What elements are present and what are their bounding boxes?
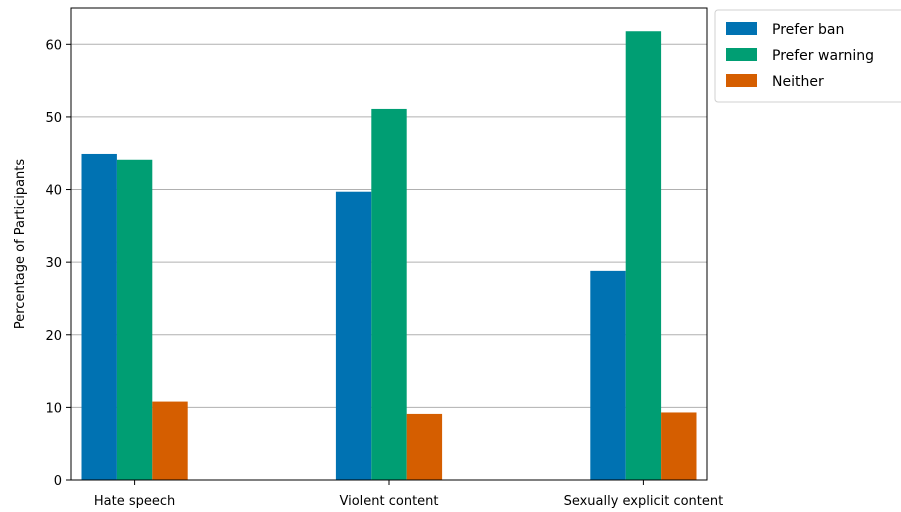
x-tick-label: Hate speech xyxy=(94,494,175,509)
bars xyxy=(81,31,697,481)
legend-label: Prefer warning xyxy=(772,48,874,64)
bar xyxy=(406,413,443,480)
y-tick-label: 0 xyxy=(54,474,62,489)
y-axis: 0 10 20 30 40 50 60 xyxy=(45,38,71,489)
bar xyxy=(625,31,662,480)
bar xyxy=(81,153,117,481)
bar xyxy=(661,412,697,480)
legend-label: Prefer ban xyxy=(772,22,844,38)
bar xyxy=(152,401,188,480)
legend-swatch xyxy=(726,22,757,35)
bar xyxy=(371,108,407,480)
y-tick-label: 20 xyxy=(45,329,62,344)
legend-swatch xyxy=(726,48,757,61)
y-tick-label: 60 xyxy=(45,38,62,53)
legend-label: Neither xyxy=(772,74,824,90)
y-axis-label: Percentage of Participants xyxy=(13,159,28,330)
legend-swatch xyxy=(726,74,757,87)
bar xyxy=(335,191,372,480)
y-tick-label: 10 xyxy=(45,401,62,416)
x-tick-label: Violent content xyxy=(339,494,438,509)
x-tick-label: Sexually explicit content xyxy=(564,494,724,509)
y-tick-label: 50 xyxy=(45,111,62,126)
y-tick-label: 40 xyxy=(45,184,62,199)
bar xyxy=(590,270,626,480)
x-axis: Hate speech Violent content Sexually expli… xyxy=(94,480,723,509)
legend-frame xyxy=(714,9,901,103)
legend: Prefer ban Prefer warning Neither xyxy=(714,9,901,103)
bar xyxy=(116,159,153,480)
y-tick-label: 30 xyxy=(45,256,62,271)
